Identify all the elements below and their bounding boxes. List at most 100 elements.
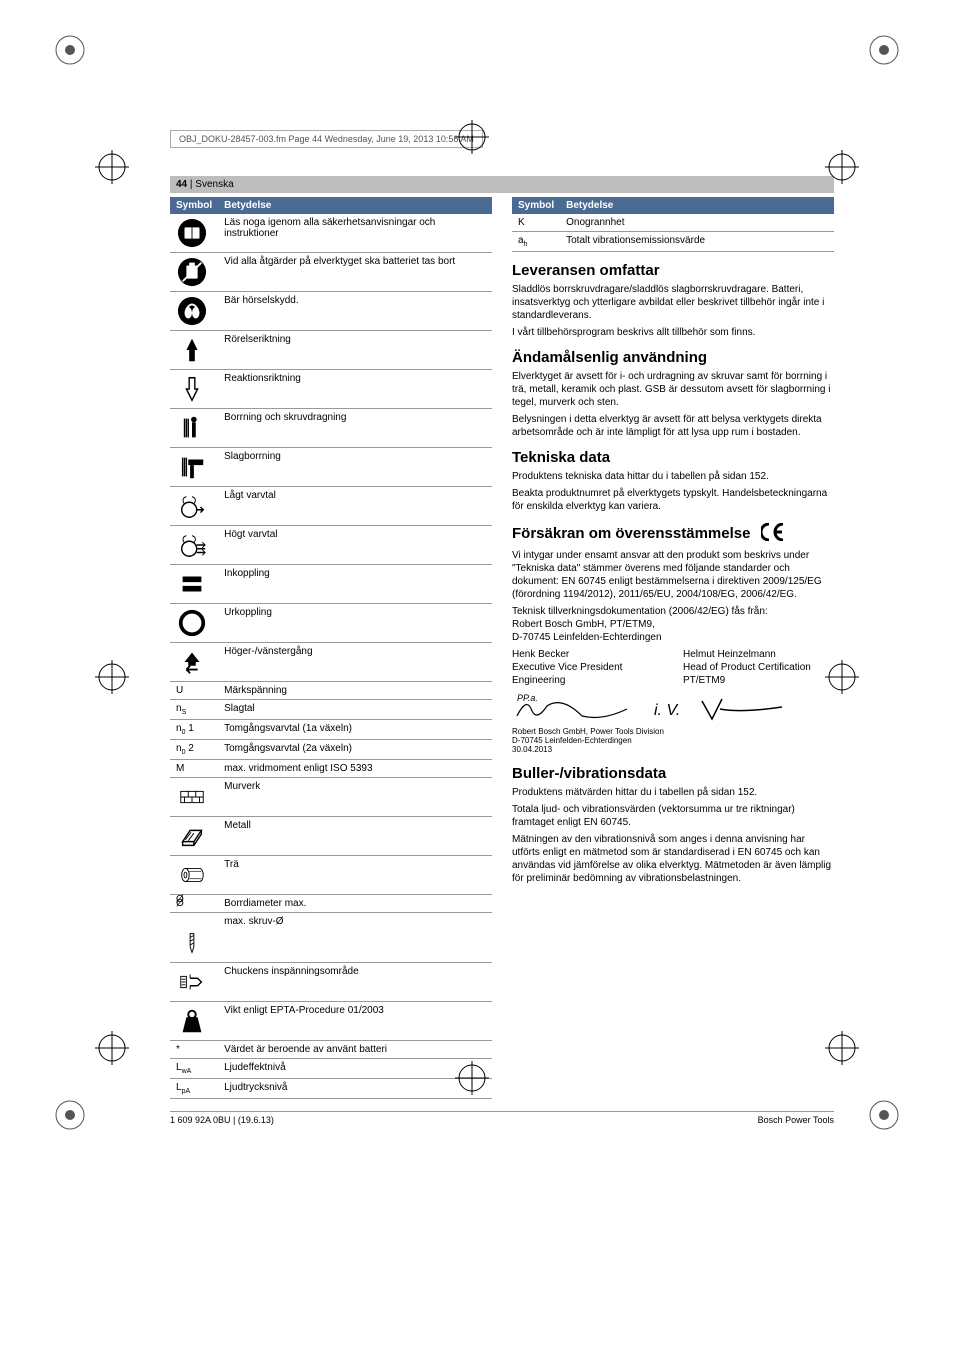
table1-symbol-cell bbox=[170, 292, 218, 331]
table1-meaning-cell: Värdet är beroende av använt batteri bbox=[218, 1041, 492, 1059]
table1-symbol-cell bbox=[170, 963, 218, 1002]
forsakran-p2: Teknisk tillverkningsdokumentation (2006… bbox=[512, 605, 834, 644]
table1-meaning-cell: max. skruv-Ø bbox=[218, 913, 492, 963]
table1-meaning-cell: Slagtal bbox=[218, 700, 492, 720]
table1-row: Inkoppling bbox=[170, 565, 492, 604]
table1-meaning-cell: Tomgångsvarvtal (1a växeln) bbox=[218, 720, 492, 740]
ce-mark-icon bbox=[761, 523, 787, 545]
symbol-table-2: Symbol Betydelse KOnogrannhetahTotalt vi… bbox=[512, 197, 834, 252]
table2-symbol-cell: ah bbox=[512, 232, 560, 252]
brick-icon bbox=[176, 781, 208, 813]
table1-meaning-cell: Borrdiameter max. bbox=[218, 895, 492, 913]
buller-p3: Mätningen av den vibrationsnivå som ange… bbox=[512, 833, 834, 885]
direction-icon bbox=[176, 646, 208, 678]
table1-symbol-cell bbox=[170, 1002, 218, 1041]
arrow-down-icon bbox=[176, 373, 208, 405]
table1-row: UMärkspänning bbox=[170, 682, 492, 700]
reg-mark-right-mid bbox=[825, 660, 859, 694]
switch-off-icon bbox=[176, 607, 208, 639]
table1-meaning-cell: Höger-/vänstergång bbox=[218, 643, 492, 682]
sig-left-name: Henk Becker bbox=[512, 649, 569, 660]
table1-meaning-cell: Metall bbox=[218, 817, 492, 856]
table1-symbol-cell bbox=[170, 409, 218, 448]
table2-symbol-cell: K bbox=[512, 214, 560, 232]
table1-symbol-cell: n0 1 bbox=[170, 720, 218, 740]
table1-row: LwALjudeffektnivå bbox=[170, 1059, 492, 1079]
table1-row: Ømax. skruv-Ø bbox=[170, 913, 492, 963]
table1-meaning-cell: Ljudeffektnivå bbox=[218, 1059, 492, 1079]
table1-symbol-cell bbox=[170, 604, 218, 643]
leveransen-p1: Sladdlös borrskruvdragare/sladdlös slagb… bbox=[512, 283, 834, 322]
table1-meaning-cell: Chuckens inspänningsområde bbox=[218, 963, 492, 1002]
table1-row: Höger-/vänstergång bbox=[170, 643, 492, 682]
tekniska-p2: Beakta produktnumret på elverktygets typ… bbox=[512, 487, 834, 513]
reg-mark-left-top bbox=[95, 150, 129, 184]
table1-symbol-cell bbox=[170, 526, 218, 565]
remove-battery-icon bbox=[176, 256, 208, 288]
table2-meaning-cell: Totalt vibrationsemissionsvärde bbox=[560, 232, 834, 252]
table1-symbol-cell: M bbox=[170, 760, 218, 778]
table2-row: ahTotalt vibrationsemissionsvärde bbox=[512, 232, 834, 252]
forsakran-p1: Vi intygar under ensamt ansvar att den p… bbox=[512, 549, 834, 601]
table1-symbol-cell: * bbox=[170, 1041, 218, 1059]
crop-mark-tr bbox=[864, 30, 904, 70]
table1-meaning-cell: Rörelseriktning bbox=[218, 331, 492, 370]
table1-row: Läs noga igenom alla säkerhetsanvisninga… bbox=[170, 214, 492, 253]
tekniska-p1: Produktens tekniska data hittar du i tab… bbox=[512, 470, 834, 483]
table1-meaning-cell: Läs noga igenom alla säkerhetsanvisninga… bbox=[218, 214, 492, 253]
table1-meaning-cell: Borrning och skruvdragning bbox=[218, 409, 492, 448]
table1-meaning-cell: max. vridmoment enligt ISO 5393 bbox=[218, 760, 492, 778]
arrow-up-icon bbox=[176, 334, 208, 366]
page: OBJ_DOKU-28457-003.fm Page 44 Wednesday,… bbox=[0, 0, 954, 1165]
table1-symbol-cell bbox=[170, 565, 218, 604]
table1-meaning-cell: Murverk bbox=[218, 778, 492, 817]
section-title-andamal: Ändamålsenlig användning bbox=[512, 349, 834, 366]
signatory-left: Henk Becker Executive Vice President Eng… bbox=[512, 648, 663, 687]
weight-icon bbox=[176, 1005, 208, 1037]
table1-symbol-cell bbox=[170, 778, 218, 817]
switch-on-icon bbox=[176, 568, 208, 600]
table1-row: *Värdet är beroende av använt batteri bbox=[170, 1041, 492, 1059]
section-title-buller: Buller-/vibrationsdata bbox=[512, 765, 834, 782]
page-footer: 1 609 92A 0BU | (19.6.13) Bosch Power To… bbox=[170, 1111, 834, 1125]
table2-header-meaning: Betydelse bbox=[560, 197, 834, 214]
table1-symbol-cell bbox=[170, 487, 218, 526]
table1-meaning-cell: Ljudtrycksnivå bbox=[218, 1079, 492, 1099]
section-title-tekniska: Tekniska data bbox=[512, 449, 834, 466]
reg-mark-bot-center bbox=[455, 1061, 489, 1095]
sig-right-name: Helmut Heinzelmann bbox=[683, 649, 776, 660]
metal-icon bbox=[176, 820, 208, 852]
table1-symbol-cell: nS bbox=[170, 700, 218, 720]
table1-symbol-cell bbox=[170, 856, 218, 895]
table1-row: Reaktionsriktning bbox=[170, 370, 492, 409]
left-column: Symbol Betydelse Läs noga igenom alla sä… bbox=[170, 197, 492, 1099]
table1-meaning-cell: Tomgångsvarvtal (2a växeln) bbox=[218, 740, 492, 760]
section-title-leveransen: Leveransen omfattar bbox=[512, 262, 834, 279]
drill-mode-icon bbox=[176, 412, 208, 444]
table1-symbol-cell: LwA bbox=[170, 1059, 218, 1079]
section-title-forsakran: Försäkran om överensstämmelse bbox=[512, 523, 834, 545]
svg-text:i. V.: i. V. bbox=[654, 702, 680, 719]
table1-row: Bär hörselskydd. bbox=[170, 292, 492, 331]
table1-meaning-cell: Vikt enligt EPTA-Procedure 01/2003 bbox=[218, 1002, 492, 1041]
table1-row: Metall bbox=[170, 817, 492, 856]
signature-left-icon: PP.a. bbox=[512, 691, 632, 725]
table2-row: KOnogrannhet bbox=[512, 214, 834, 232]
table1-meaning-cell: Högt varvtal bbox=[218, 526, 492, 565]
table2-meaning-cell: Onogrannhet bbox=[560, 214, 834, 232]
table1-meaning-cell: Reaktionsriktning bbox=[218, 370, 492, 409]
table1-row: Vid alla åtgärder på elverktyget ska bat… bbox=[170, 253, 492, 292]
table1-row: Mmax. vridmoment enligt ISO 5393 bbox=[170, 760, 492, 778]
table1-symbol-cell bbox=[170, 643, 218, 682]
reg-mark-right-bot bbox=[825, 1031, 859, 1065]
chuck-icon bbox=[176, 966, 208, 998]
page-language: Svenska bbox=[195, 179, 233, 190]
framemaker-header: OBJ_DOKU-28457-003.fm Page 44 Wednesday,… bbox=[170, 130, 483, 148]
table1-symbol-cell: LpA bbox=[170, 1079, 218, 1099]
svg-text:PP.a.: PP.a. bbox=[517, 693, 538, 703]
signature-right-icon: i. V. bbox=[652, 691, 792, 725]
high-speed-icon bbox=[176, 529, 208, 561]
leveransen-p2: I vårt tillbehörsprogram beskrivs allt t… bbox=[512, 326, 834, 339]
table1-row: Murverk bbox=[170, 778, 492, 817]
wood-icon bbox=[176, 859, 208, 891]
